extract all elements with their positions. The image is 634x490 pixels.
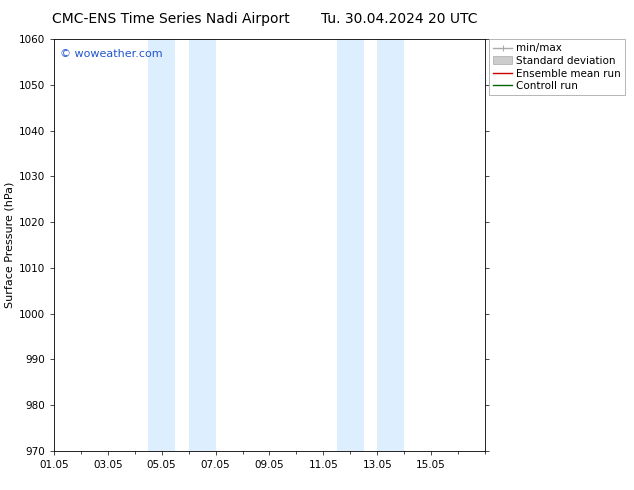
Y-axis label: Surface Pressure (hPa): Surface Pressure (hPa): [4, 182, 15, 308]
Bar: [337, 39, 364, 451]
Text: CMC-ENS Time Series Nadi Airport: CMC-ENS Time Series Nadi Airport: [52, 12, 290, 26]
Bar: [377, 39, 404, 451]
Bar: [189, 39, 216, 451]
Text: Tu. 30.04.2024 20 UTC: Tu. 30.04.2024 20 UTC: [321, 12, 477, 26]
Legend: min/max, Standard deviation, Ensemble mean run, Controll run: min/max, Standard deviation, Ensemble me…: [489, 39, 625, 96]
Text: © woweather.com: © woweather.com: [60, 49, 163, 59]
Bar: [148, 39, 175, 451]
